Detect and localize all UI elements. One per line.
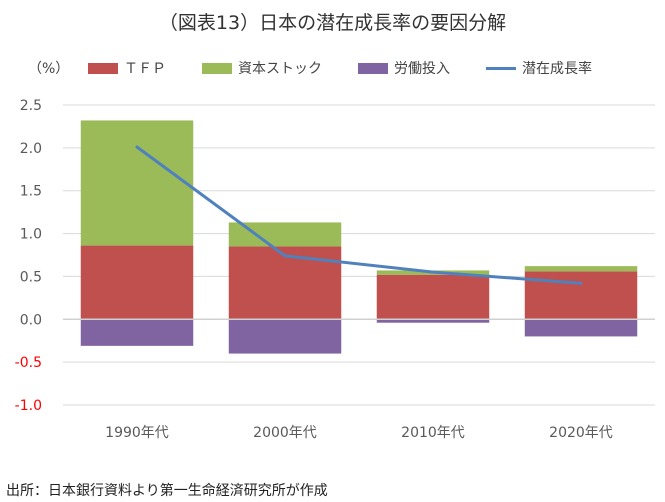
y-tick-label: -0.5 (15, 355, 42, 371)
y-tick-label: 1.5 (20, 184, 42, 200)
x-tick-label: 2020年代 (549, 425, 613, 441)
legend-label: 資本ストック (238, 61, 322, 77)
y-tick-label: 0.5 (20, 269, 42, 285)
legend-swatch (202, 62, 232, 74)
legend-item-labor: 労働投入 (358, 58, 450, 78)
legend-label: ＴＦＰ (124, 61, 166, 77)
bar-segment (524, 319, 638, 337)
bar-segment (524, 266, 638, 272)
bar-segment (376, 319, 490, 323)
legend-item-capital: 資本ストック (202, 58, 322, 78)
x-tick-label: 2000年代 (253, 425, 317, 441)
legend-label: 労働投入 (394, 61, 450, 77)
legend-line (486, 66, 516, 70)
bar-segment (80, 245, 194, 320)
bar-segment (80, 120, 194, 246)
y-axis-unit: （%） (28, 61, 70, 77)
legend-item-tfp: ＴＦＰ (88, 58, 166, 78)
y-tick-label: 1.0 (20, 227, 42, 243)
y-tick-label: 0.0 (20, 312, 42, 328)
y-tick-label: 2.0 (20, 141, 42, 157)
series-line (135, 145, 583, 285)
legend-swatch (358, 62, 388, 74)
chart-title: （図表13）日本の潜在成長率の要因分解 (158, 12, 507, 34)
bar-segment (228, 319, 342, 354)
bar-segment (376, 274, 490, 320)
y-tick-label: 2.5 (20, 98, 42, 114)
source-note: 出所：日本銀行資料より第一生命経済研究所が作成 (6, 483, 328, 499)
bar-segment (524, 271, 638, 320)
legend-swatch (88, 62, 118, 74)
bar-segment (80, 319, 194, 346)
legend-label: 潜在成長率 (522, 61, 592, 77)
legend: ＴＦＰ 資本ストック 労働投入 潜在成長率 (88, 58, 592, 78)
legend-item-potential-growth: 潜在成長率 (486, 58, 592, 78)
x-tick-label: 1990年代 (105, 425, 169, 441)
x-tick-label: 2010年代 (401, 425, 465, 441)
y-tick-label: -1.0 (15, 398, 42, 414)
